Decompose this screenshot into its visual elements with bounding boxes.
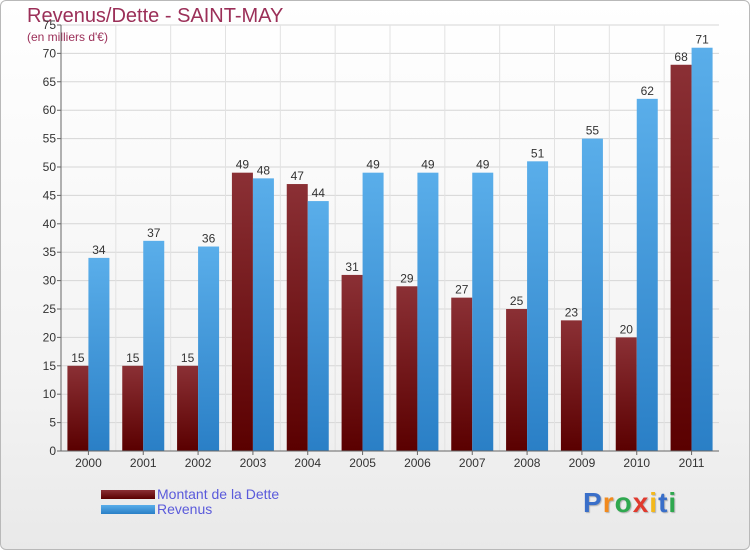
y-tick-label-70: 70 [43, 46, 57, 60]
y-tick-label-50: 50 [43, 160, 57, 174]
y-tick-label-0: 0 [49, 444, 56, 458]
data-label-dette-2008: 25 [510, 294, 524, 308]
y-tick-label-25: 25 [43, 302, 57, 316]
legend-swatch-revenus [101, 505, 155, 514]
logo-letter-1: r [602, 487, 615, 518]
data-label-revenus-2009: 55 [586, 124, 600, 138]
data-label-revenus-2002: 36 [202, 232, 216, 246]
bar-dette-2010 [615, 337, 637, 451]
data-label-dette-2010: 20 [620, 322, 634, 336]
x-tick-label-2011: 2011 [679, 456, 705, 470]
data-label-revenus-2010: 62 [641, 84, 655, 98]
y-tick-label-15: 15 [43, 359, 57, 373]
x-tick-label-2003: 2003 [240, 456, 267, 470]
bar-revenus-2000 [88, 257, 110, 451]
bar-revenus-2005 [362, 172, 384, 451]
data-label-revenus-2003: 48 [257, 163, 271, 177]
chart-subtitle: (en milliers d'€) [27, 30, 108, 44]
logo-letter-6: i [668, 487, 678, 518]
y-tick-label-55: 55 [43, 132, 57, 146]
bar-revenus-2007 [472, 172, 494, 451]
bar-revenus-2001 [143, 240, 165, 451]
legend-swatch-dette [101, 490, 155, 499]
bar-dette-2007 [451, 297, 473, 451]
proxiti-logo: Proxiti [583, 487, 677, 519]
y-tick-label-5: 5 [49, 416, 56, 430]
data-label-dette-2003: 49 [236, 158, 250, 172]
data-label-dette-2011: 68 [674, 50, 688, 64]
data-label-revenus-2000: 34 [92, 243, 106, 257]
bar-revenus-2008 [527, 161, 549, 451]
bar-dette-2001 [122, 365, 144, 451]
x-tick-label-2000: 2000 [75, 456, 102, 470]
y-tick-label-10: 10 [43, 387, 57, 401]
data-label-dette-2005: 31 [345, 260, 359, 274]
data-label-dette-2004: 47 [291, 169, 305, 183]
bar-dette-2006 [396, 286, 418, 451]
y-tick-label-35: 35 [43, 245, 57, 259]
bar-dette-2003 [231, 172, 253, 451]
y-tick-label-75: 75 [43, 18, 57, 32]
bar-dette-2000 [67, 365, 89, 451]
x-tick-label-2007: 2007 [459, 456, 486, 470]
data-label-revenus-2008: 51 [531, 146, 545, 160]
x-tick-label-2010: 2010 [623, 456, 650, 470]
grid-lines [61, 24, 719, 451]
logo-letter-0: P [583, 487, 603, 518]
data-label-revenus-2004: 44 [312, 186, 326, 200]
x-tick-label-2001: 2001 [130, 456, 157, 470]
y-tick-label-40: 40 [43, 217, 57, 231]
logo-letter-3: x [632, 487, 650, 518]
bar-dette-2005 [341, 274, 363, 451]
bar-dette-2011 [670, 64, 692, 451]
bar-dette-2008 [506, 309, 528, 451]
bar-revenus-2004 [307, 201, 329, 451]
bar-revenus-2006 [417, 172, 439, 451]
data-label-revenus-2005: 49 [366, 158, 380, 172]
logo-letter-5: t [658, 487, 669, 518]
bar-revenus-2003 [252, 178, 274, 452]
data-label-dette-2000: 15 [71, 351, 85, 365]
chart-title: Revenus/Dette - SAINT-MAY [27, 5, 284, 27]
bar-revenus-2009 [581, 138, 603, 451]
data-label-revenus-2006: 49 [421, 158, 435, 172]
y-tick-label-45: 45 [43, 188, 57, 202]
data-label-dette-2009: 23 [565, 305, 579, 319]
bar-dette-2009 [560, 320, 582, 451]
data-label-dette-2007: 27 [455, 283, 469, 297]
data-label-revenus-2007: 49 [476, 158, 490, 172]
axes [57, 24, 719, 455]
legend-label-revenus: Revenus [157, 501, 213, 517]
data-label-revenus-2001: 37 [147, 226, 161, 240]
x-tick-label-2008: 2008 [514, 456, 541, 470]
data-label-dette-2006: 29 [400, 271, 414, 285]
y-tick-label-60: 60 [43, 103, 57, 117]
y-tick-label-65: 65 [43, 75, 57, 89]
bar-revenus-2002 [198, 246, 220, 451]
x-tick-label-2005: 2005 [349, 456, 376, 470]
data-label-dette-2002: 15 [181, 351, 195, 365]
logo-letter-2: o [614, 487, 633, 518]
x-tick-label-2009: 2009 [569, 456, 596, 470]
bar-dette-2002 [177, 365, 199, 451]
x-tick-label-2002: 2002 [185, 456, 212, 470]
bar-dette-2004 [286, 184, 308, 452]
x-tick-label-2006: 2006 [404, 456, 431, 470]
bar-revenus-2010 [636, 98, 658, 451]
data-label-revenus-2011: 71 [695, 33, 709, 47]
labels: 0 5 10 15 20 25 30 35 40 45 50 55 60 65 70 75 2000 15 34 20… [43, 18, 709, 470]
data-label-dette-2001: 15 [126, 351, 140, 365]
legend-label-dette: Montant de la Dette [157, 486, 280, 502]
logo-letter-4: i [649, 487, 659, 518]
bars [67, 47, 713, 452]
y-tick-label-30: 30 [43, 274, 57, 288]
x-tick-label-2004: 2004 [294, 456, 321, 470]
bar-revenus-2011 [691, 47, 713, 451]
y-tick-label-20: 20 [43, 330, 57, 344]
